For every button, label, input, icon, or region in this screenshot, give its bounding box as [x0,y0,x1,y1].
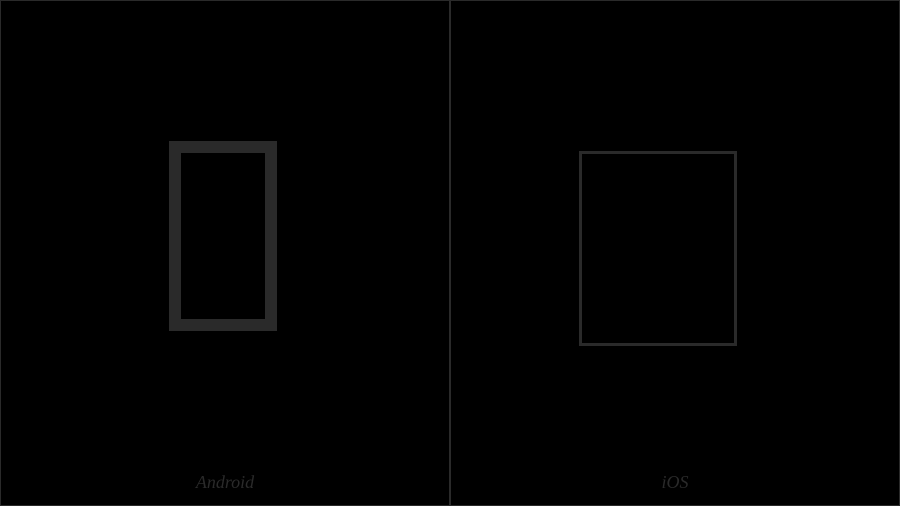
label-ios: iOS [451,472,899,493]
panel-android: Android [0,0,450,506]
label-android: Android [1,472,449,493]
glyph-ios [579,151,737,346]
panel-ios: iOS [450,0,900,506]
glyph-android [169,141,277,331]
